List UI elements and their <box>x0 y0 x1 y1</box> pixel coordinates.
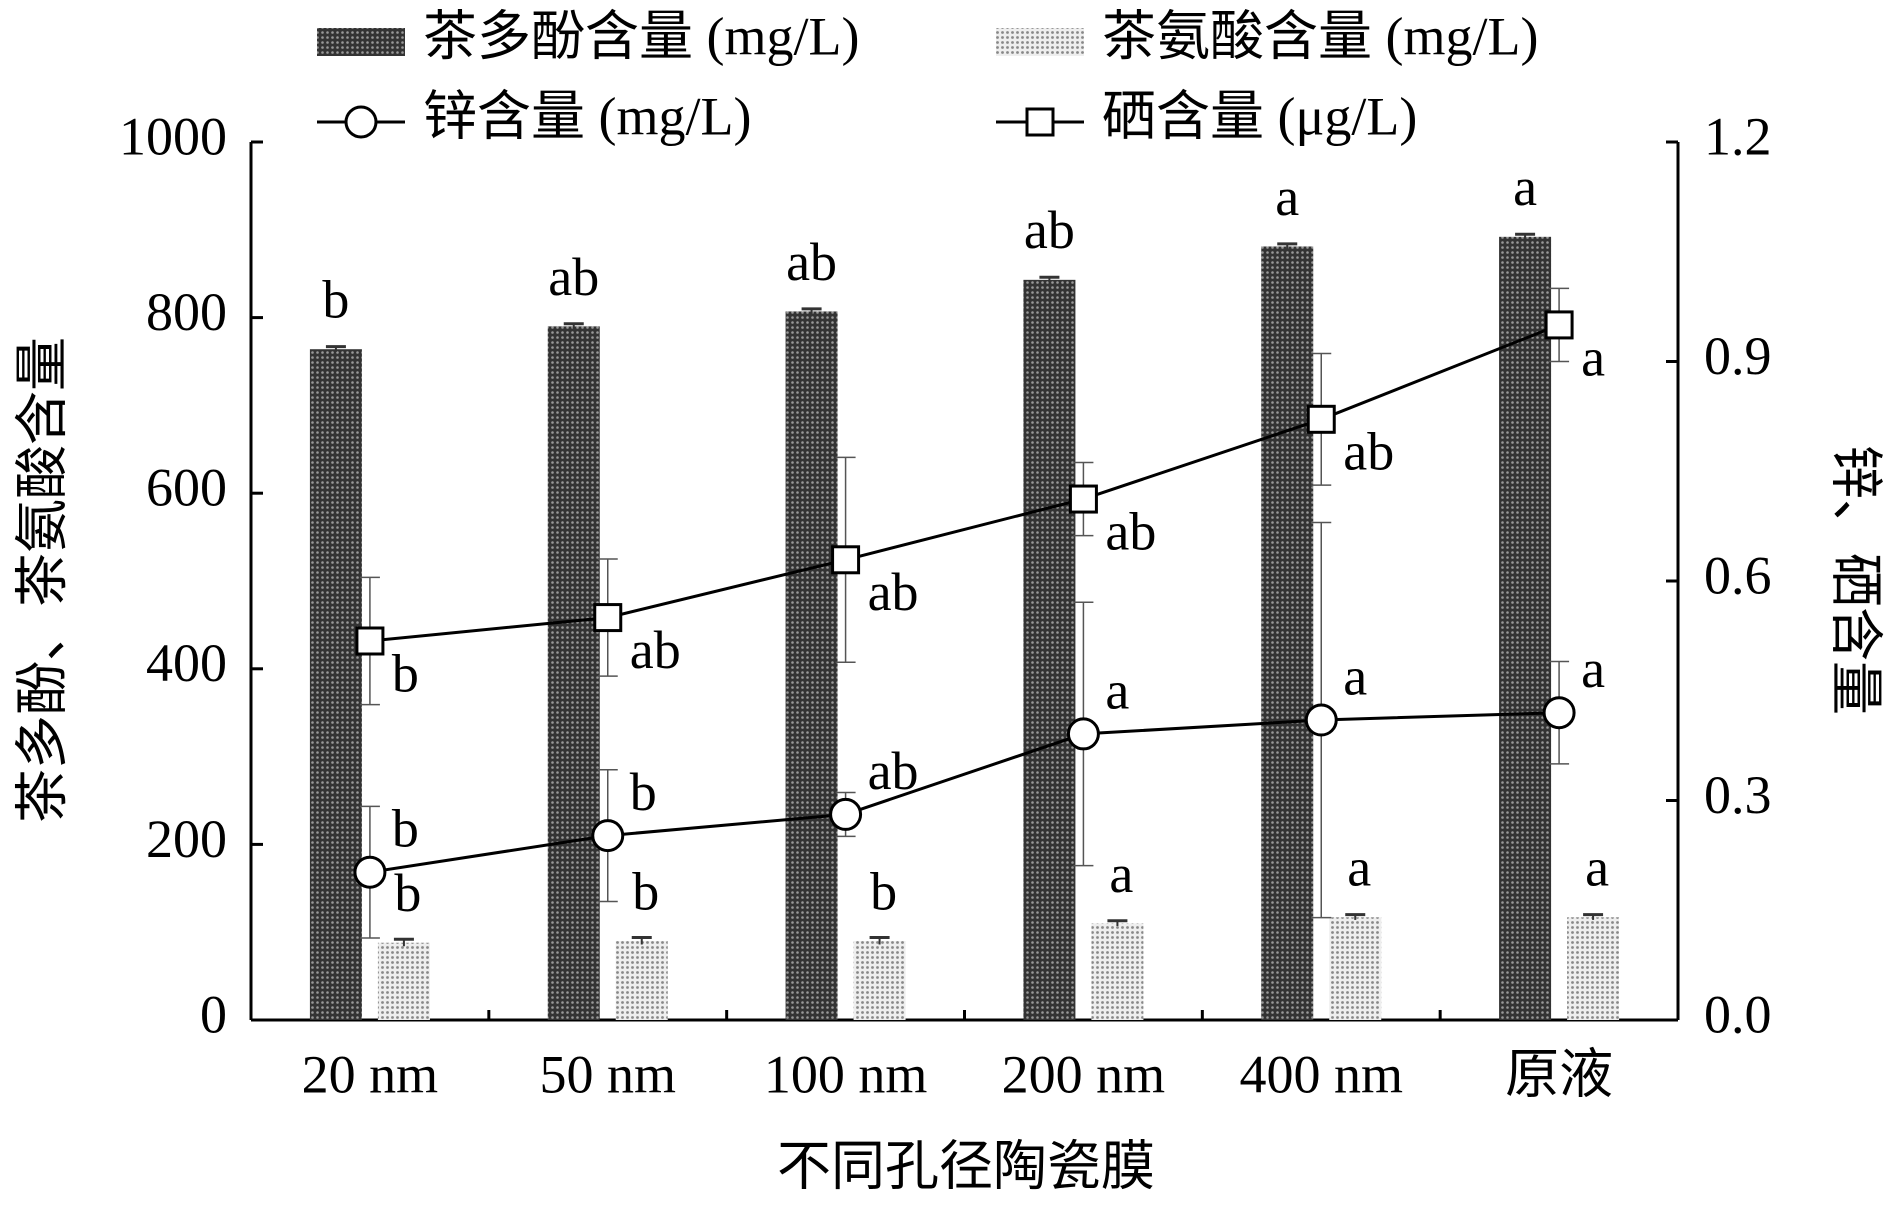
significance-label: b <box>392 643 419 703</box>
marker <box>591 819 625 853</box>
bar <box>1329 917 1382 1020</box>
y2-axis-label: 锌、硒含量 <box>1826 445 1886 715</box>
y-tick-label: 800 <box>146 282 227 342</box>
y2-tick-label: 0.0 <box>1704 984 1772 1044</box>
significance-label: a <box>1109 844 1133 904</box>
x-tick-label: 50 nm <box>539 1044 676 1104</box>
significance-label: ab <box>1024 200 1075 260</box>
significance-label: ab <box>1343 422 1394 482</box>
significance-label: b <box>322 270 349 330</box>
marker <box>1306 404 1336 434</box>
marker <box>1542 696 1576 730</box>
significance-label: a <box>1581 639 1605 699</box>
significance-label: a <box>1343 646 1367 706</box>
significance-label: ab <box>1105 501 1156 561</box>
significance-label: ab <box>868 562 919 622</box>
significance-label: a <box>1347 838 1371 898</box>
legend-marker <box>1025 107 1055 137</box>
x-tick-label: 400 nm <box>1239 1044 1403 1104</box>
x-tick-label: 20 nm <box>302 1044 439 1104</box>
significance-label: b <box>630 762 657 822</box>
significance-label: b <box>392 799 419 859</box>
x-tick-label: 100 nm <box>764 1044 928 1104</box>
y2-tick-label: 0.9 <box>1704 326 1772 386</box>
y-tick-label: 1000 <box>119 106 227 166</box>
legend-label: 茶多酚含量 (mg/L) <box>423 6 859 66</box>
y2-tick-label: 0.6 <box>1704 545 1772 605</box>
marker <box>353 855 387 889</box>
legend-label: 茶氨酸含量 (mg/L) <box>1102 6 1538 66</box>
y2-tick-label: 0.3 <box>1704 765 1772 825</box>
legend-label: 锌含量 (mg/L) <box>423 86 751 146</box>
marker <box>1304 703 1338 737</box>
y-tick-label: 400 <box>146 633 227 693</box>
marker <box>831 545 861 575</box>
bar <box>1499 236 1552 1021</box>
y-tick-label: 200 <box>146 809 227 869</box>
bar <box>309 349 362 1020</box>
significance-label: ab <box>548 247 599 307</box>
y-tick-label: 600 <box>146 458 227 518</box>
y-axis-label: 茶多酚、茶氨酸含量 <box>12 337 72 823</box>
legend-swatch <box>317 28 405 56</box>
line <box>369 323 1560 643</box>
significance-label: ab <box>630 620 681 680</box>
legend-label: 硒含量 (μg/L) <box>1102 86 1417 146</box>
y-tick-label: 0 <box>200 984 227 1044</box>
significance-label: a <box>1585 838 1609 898</box>
bar <box>1023 279 1076 1020</box>
marker <box>829 797 863 831</box>
significance-label: ab <box>868 741 919 801</box>
bar <box>853 940 906 1020</box>
legend-marker <box>344 105 378 139</box>
legend-swatch <box>996 28 1084 56</box>
significance-label: b <box>394 863 421 923</box>
bar <box>1091 923 1144 1020</box>
significance-label: b <box>632 861 659 921</box>
marker <box>1066 717 1100 751</box>
bar <box>1567 917 1620 1020</box>
bar <box>377 942 430 1020</box>
significance-label: a <box>1581 327 1605 387</box>
bar <box>547 326 600 1020</box>
significance-label: a <box>1105 660 1129 720</box>
bar <box>1261 246 1314 1020</box>
bar <box>785 311 838 1021</box>
significance-label: a <box>1513 157 1537 217</box>
marker <box>1068 484 1098 514</box>
y2-tick-label: 1.2 <box>1704 106 1772 166</box>
significance-label: ab <box>786 232 837 292</box>
marker <box>355 626 385 656</box>
significance-label: a <box>1275 167 1299 227</box>
x-axis-label: 不同孔径陶瓷膜 <box>777 1136 1155 1196</box>
x-tick-label: 原液 <box>1505 1044 1613 1104</box>
marker <box>593 603 623 633</box>
line <box>369 711 1560 874</box>
x-tick-label: 200 nm <box>1002 1044 1166 1104</box>
marker <box>1544 310 1574 340</box>
bar <box>615 940 668 1020</box>
significance-label: b <box>870 861 897 921</box>
